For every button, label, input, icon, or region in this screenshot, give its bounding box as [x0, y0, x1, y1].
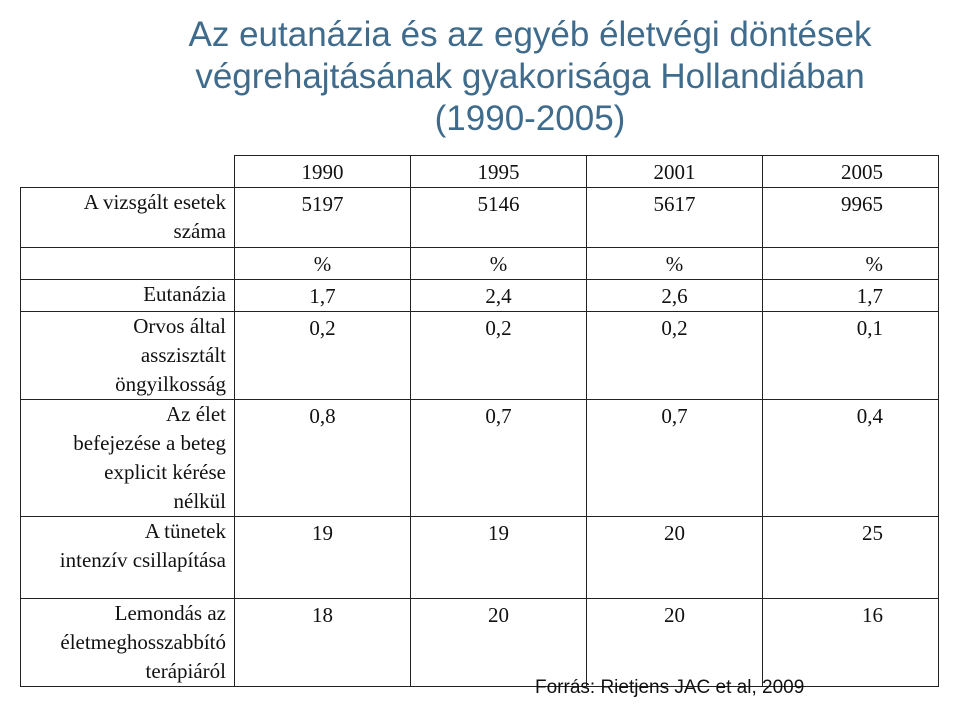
table-cell: 2,4 — [410, 279, 587, 312]
title-line-2: végrehajtásának gyakorisága Hollandiában — [195, 57, 865, 96]
table-cell: 19 — [410, 516, 587, 599]
table-cell: 1,7 — [762, 279, 939, 312]
year-header: 2005 — [762, 155, 939, 188]
table-cell: 0,4 — [762, 399, 939, 517]
unit-cell: % — [410, 247, 587, 280]
table-row: Orvos által asszisztált öngyilkosság 0,2 0… — [20, 311, 939, 400]
year-header: 1990 — [234, 155, 411, 188]
unit-cell: % — [762, 247, 939, 280]
table-row: A tünetek intenzív csillapítása 19 19 20 … — [20, 516, 939, 599]
table-cell: 1,7 — [234, 279, 411, 312]
table-cell: 20 — [586, 516, 763, 599]
table-cell: 20 — [586, 598, 763, 687]
row-label: Orvos által asszisztált öngyilkosság — [20, 311, 235, 400]
slide-title: Az eutanázia és az egyéb életvégi döntés… — [150, 14, 910, 140]
row-label: Az élet befejezése a beteg explicit kérése… — [20, 399, 235, 517]
table-row: Lemondás az életmeghosszabbító terápiáról … — [20, 598, 939, 687]
table-row: Eutanázia 1,7 2,4 2,6 1,7 — [20, 279, 939, 312]
table-cell: 5617 — [586, 187, 763, 248]
table-cell: 5197 — [234, 187, 411, 248]
header-empty-cell — [20, 155, 235, 188]
table-cell: 16 — [762, 598, 939, 687]
table-cell: 25 — [762, 516, 939, 599]
table-cell: 2,6 — [586, 279, 763, 312]
table-row: Az élet befejezése a beteg explicit kérése… — [20, 399, 939, 517]
unit-cell: % — [586, 247, 763, 280]
year-header: 2001 — [586, 155, 763, 188]
row-label: A tünetek intenzív csillapítása — [20, 516, 235, 599]
row-label: A vizsgált esetek száma — [20, 187, 235, 248]
year-header: 1995 — [410, 155, 587, 188]
frequency-table: 1990 1995 2001 2005 A vizsgált esetek szá… — [20, 155, 939, 687]
source-citation: Forrás: Rietjens JAC et al, 2009 — [535, 677, 805, 698]
row-label — [20, 247, 235, 280]
title-line-1: Az eutanázia és az egyéb életvégi döntés… — [188, 15, 872, 54]
table-cell: 19 — [234, 516, 411, 599]
table-cell: 0,2 — [410, 311, 587, 400]
table-cell: 0,2 — [234, 311, 411, 400]
row-label: Lemondás az életmeghosszabbító terápiáról — [20, 598, 235, 687]
table-cell: 9965 — [762, 187, 939, 248]
table-cell: 0,7 — [410, 399, 587, 517]
table-cell: 0,1 — [762, 311, 939, 400]
table-header-row: 1990 1995 2001 2005 — [20, 155, 939, 188]
unit-cell: % — [234, 247, 411, 280]
table-row: % % % % — [20, 247, 939, 280]
row-label: Eutanázia — [20, 279, 235, 312]
table-cell: 0,8 — [234, 399, 411, 517]
table-cell: 18 — [234, 598, 411, 687]
table-row: A vizsgált esetek száma 5197 5146 5617 99… — [20, 187, 939, 248]
table-cell: 5146 — [410, 187, 587, 248]
title-line-3: (1990-2005) — [434, 99, 626, 138]
table-cell: 0,7 — [586, 399, 763, 517]
table-cell: 0,2 — [586, 311, 763, 400]
table-cell: 20 — [410, 598, 587, 687]
